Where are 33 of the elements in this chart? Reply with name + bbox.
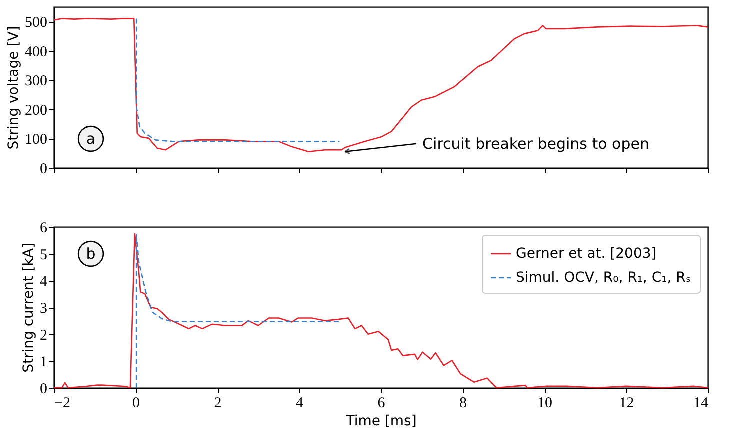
y-axis-title: String voltage [V] [6,26,22,150]
y-tick-label: 200 [25,102,48,119]
x-tick-label: 4 [296,396,304,412]
line-series [136,18,340,142]
y-tick-label: 1 [40,354,48,371]
legend-label: Simul. OCV, R₀, R₁, C₁, Rₛ [516,270,692,286]
x-tick-label: 0 [132,396,140,412]
y-tick-label: 2 [40,328,48,344]
annotation: b [86,245,96,263]
y-axis-title: String current [kA] [21,243,37,373]
y-tick-label: 5 [40,247,48,264]
y-tick-label: 300 [25,74,48,90]
y-tick-label: 4 [40,274,48,290]
annotation: Circuit breaker begins to open [422,134,650,153]
y-tick-label: 3 [40,301,48,317]
x-tick-label: 8 [460,396,467,412]
y-tick-label: 100 [25,132,48,148]
x-axis-title: Time [ms] [345,414,417,430]
line-series [53,18,709,153]
annotation: a [86,130,96,148]
legend-label: Gerner et at. [2003] [516,246,657,262]
x-tick-label: 12 [619,396,634,412]
y-tick-label: 0 [40,382,48,398]
y-tick-label: 500 [25,15,48,32]
y-tick-label: 400 [25,44,48,60]
line-series [136,234,340,389]
x-tick-label: 6 [378,396,386,412]
x-tick-label: 2 [214,396,222,412]
x-tick-label: −2 [54,396,70,412]
y-tick-label: 0 [40,162,48,178]
x-tick-label: 10 [538,396,552,412]
y-tick-label: 6 [40,220,48,236]
x-tick-label: 14 [694,396,709,412]
